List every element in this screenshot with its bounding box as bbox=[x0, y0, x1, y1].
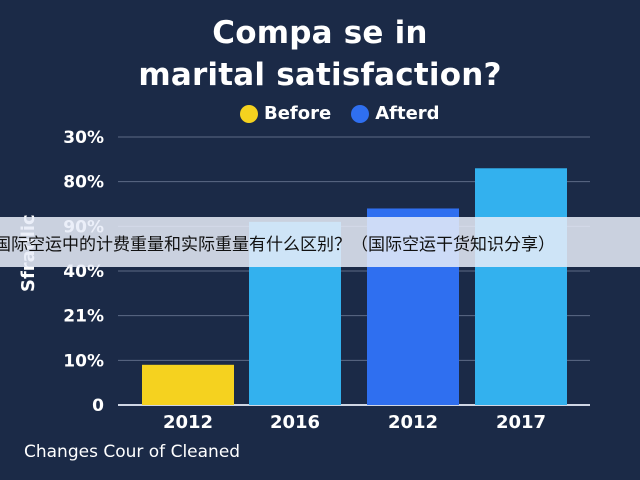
legend-swatch-before bbox=[240, 104, 258, 123]
legend-swatch-after bbox=[351, 104, 370, 123]
legend-item-before: Before bbox=[240, 103, 331, 124]
y-tick-label: 80% bbox=[63, 173, 104, 193]
x-tick-label: 2016 bbox=[270, 412, 320, 433]
legend-label-after: Afterd bbox=[375, 103, 440, 124]
bar bbox=[475, 168, 567, 405]
legend-item-after: Afterd bbox=[351, 103, 440, 124]
overlay-banner-text: 国际空运中的计费重量和实际重量有什么区别？（国际空运干货知识分享） bbox=[0, 234, 555, 255]
y-tick-label: 30% bbox=[63, 128, 104, 148]
y-tick-label: 0 bbox=[92, 396, 104, 416]
y-tick-label: 10% bbox=[63, 351, 104, 371]
chart-title-line-1: Compa se in bbox=[212, 15, 428, 51]
chart-title: Compa se in marital satisfaction? bbox=[0, 12, 640, 96]
chart-caption: Changes Cour of Cleaned bbox=[24, 442, 241, 462]
bar bbox=[142, 364, 234, 405]
x-tick-label: 2017 bbox=[496, 412, 546, 433]
overlay-banner[interactable]: 国际空运中的计费重量和实际重量有什么区别？（国际空运干货知识分享） bbox=[0, 217, 640, 267]
y-tick-label: 40% bbox=[63, 262, 104, 282]
x-tick-label: 2012 bbox=[388, 412, 438, 433]
legend-label-before: Before bbox=[264, 103, 332, 124]
chart-title-line-2: marital satisfaction? bbox=[138, 57, 502, 93]
x-tick-label: 2012 bbox=[163, 412, 213, 433]
y-tick-label: 21% bbox=[63, 307, 104, 327]
chart-legend: Before Afterd bbox=[240, 103, 460, 124]
